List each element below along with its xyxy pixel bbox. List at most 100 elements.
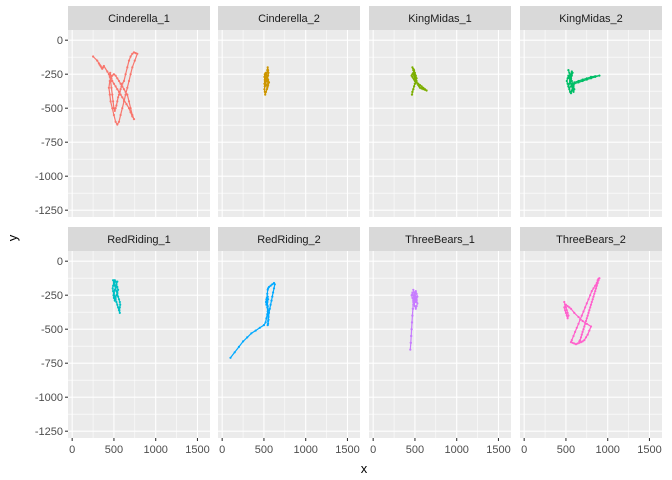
y-tick-label: -1250 xyxy=(35,205,63,217)
panel-background xyxy=(218,30,360,217)
data-point xyxy=(246,336,249,339)
data-point xyxy=(267,314,270,317)
data-point xyxy=(414,74,417,77)
data-point xyxy=(577,81,580,84)
data-point xyxy=(263,75,266,78)
data-point xyxy=(269,303,272,306)
data-point xyxy=(127,107,131,110)
y-tick-label: -500 xyxy=(41,324,63,336)
data-point xyxy=(267,285,271,289)
data-point xyxy=(263,78,266,81)
data-point xyxy=(410,294,413,297)
facet-ThreeBears_1: ThreeBears_1 xyxy=(369,227,511,438)
data-point xyxy=(571,86,574,89)
data-point xyxy=(569,307,573,310)
data-point xyxy=(265,298,268,301)
x-tick-label: 1000 xyxy=(293,444,317,456)
data-point xyxy=(108,79,111,83)
data-point xyxy=(564,303,568,306)
data-point xyxy=(112,296,115,299)
data-point xyxy=(265,317,268,320)
data-point xyxy=(112,107,115,110)
data-point xyxy=(117,295,120,298)
data-point xyxy=(410,334,413,338)
data-point xyxy=(579,341,583,344)
data-point xyxy=(586,314,589,317)
facet-strip-label: KingMidas_2 xyxy=(559,13,623,25)
facet-strip xyxy=(68,6,210,30)
data-point xyxy=(119,82,122,85)
data-point xyxy=(117,288,120,291)
facet-strip-label: RedRiding_1 xyxy=(107,234,171,246)
data-point xyxy=(111,107,114,110)
data-point xyxy=(116,77,119,80)
y-tick-label: 0 xyxy=(57,35,63,47)
data-point xyxy=(425,89,428,92)
facet-KingMidas_1: KingMidas_1 xyxy=(369,6,511,217)
data-point xyxy=(598,74,601,77)
data-point xyxy=(121,82,124,85)
data-point xyxy=(585,78,588,81)
data-point xyxy=(598,277,601,280)
data-point xyxy=(566,82,569,85)
data-point xyxy=(112,82,115,85)
data-point xyxy=(265,84,268,87)
x-tick-label: 1500 xyxy=(335,444,359,456)
data-point xyxy=(267,78,270,81)
data-point xyxy=(412,88,415,91)
data-point xyxy=(117,306,120,309)
data-point xyxy=(573,342,576,345)
data-point xyxy=(254,329,257,332)
data-point xyxy=(567,74,570,77)
data-point xyxy=(415,292,418,295)
data-point xyxy=(573,88,576,91)
data-point xyxy=(569,85,573,88)
data-point xyxy=(575,326,578,329)
data-point xyxy=(266,69,269,72)
data-point xyxy=(263,88,266,91)
facet-strip xyxy=(520,227,662,251)
data-point xyxy=(258,326,261,329)
data-point xyxy=(563,306,566,309)
data-point xyxy=(412,67,415,70)
data-point xyxy=(270,299,273,302)
data-point xyxy=(583,325,586,328)
y-tick-label: -500 xyxy=(41,103,63,115)
data-point xyxy=(574,330,577,333)
data-point xyxy=(418,84,422,87)
data-point xyxy=(129,73,132,76)
data-point xyxy=(412,71,415,74)
y-tick-label: -250 xyxy=(41,69,63,81)
x-tick-label: 1500 xyxy=(486,444,510,456)
data-point xyxy=(411,90,414,93)
x-tick-label: 1000 xyxy=(444,444,468,456)
data-point xyxy=(590,300,593,304)
data-point xyxy=(581,79,584,83)
data-point xyxy=(129,107,132,110)
data-point xyxy=(578,340,581,343)
data-point xyxy=(414,290,417,293)
data-point xyxy=(588,329,591,332)
data-point xyxy=(122,79,126,83)
data-point xyxy=(413,300,416,304)
data-point xyxy=(566,317,569,320)
data-point xyxy=(121,85,124,88)
data-point xyxy=(412,303,415,306)
data-point xyxy=(570,70,573,73)
data-point xyxy=(266,86,269,89)
data-point xyxy=(413,82,416,85)
data-point xyxy=(115,300,118,304)
data-point xyxy=(112,281,115,285)
data-point xyxy=(114,285,117,289)
facet-strip xyxy=(369,6,511,30)
x-tick-label: 0 xyxy=(69,444,75,456)
data-point xyxy=(568,71,571,74)
x-tick-label: 500 xyxy=(255,444,273,456)
data-point xyxy=(117,96,120,99)
data-point xyxy=(131,66,134,69)
data-point xyxy=(271,295,274,298)
data-point xyxy=(109,74,112,77)
data-point xyxy=(591,298,594,301)
data-point xyxy=(577,322,580,325)
